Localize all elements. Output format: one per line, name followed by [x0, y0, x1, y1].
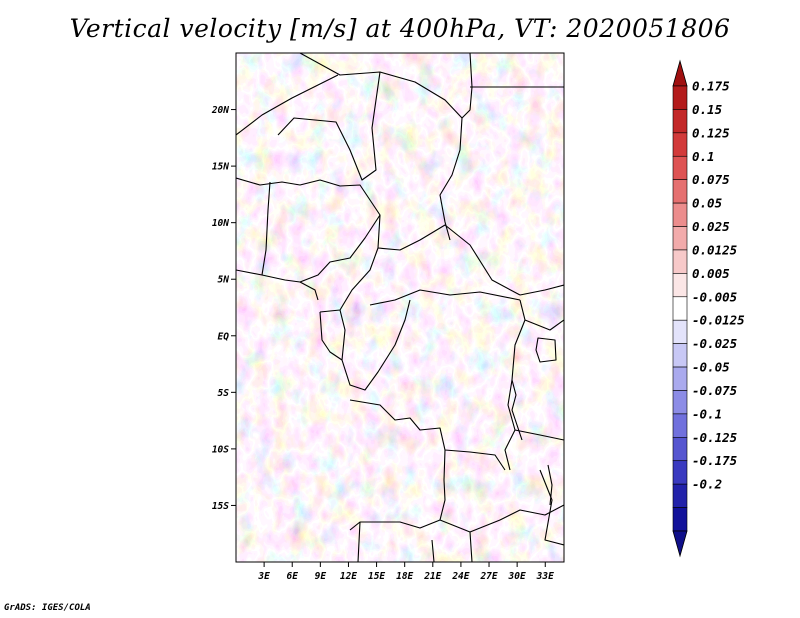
colorbar-over-triangle — [672, 59, 688, 87]
colorbar-swatch-11 — [672, 343, 688, 368]
coastline-gulf-of-guinea — [236, 269, 319, 301]
colorbar-swatch-13 — [672, 390, 688, 415]
colorbar-swatch-17 — [672, 483, 688, 508]
colorbar-swatch-3 — [672, 155, 688, 180]
colorbar-swatch-10 — [672, 319, 688, 344]
x-tick-label-4: 15E — [368, 571, 385, 582]
colorbar-swatch-14 — [672, 413, 688, 438]
border-car-drc — [369, 289, 521, 306]
colorbar-label-10: -0.0125 — [692, 313, 745, 328]
colorbar-label-3: 0.1 — [692, 149, 715, 164]
x-tick-label-8: 27E — [479, 571, 497, 582]
chart-title: Vertical velocity [m/s] at 400hPa, VT: 2… — [69, 14, 731, 43]
colorbar: 0.175 0.15 0.125 0.1 0.075 0.05 0.025 0.0125 0.0… — [672, 59, 745, 558]
colorbar-label-9: -0.005 — [692, 289, 738, 304]
colorbar-label-0: 0.175 — [692, 79, 730, 94]
border-cameroon — [319, 214, 381, 313]
border-algeria-niger — [236, 74, 339, 136]
colorbar-swatch-15 — [672, 437, 688, 462]
map-plot-area — [235, 52, 565, 563]
colorbar-swatch-2 — [672, 132, 688, 157]
colorbar-swatch-5 — [672, 202, 688, 227]
lake-malawi — [547, 464, 553, 506]
colorbar-label-5: 0.05 — [692, 196, 723, 211]
colorbar-label-16: -0.175 — [692, 453, 738, 468]
x-tick-label-0: 3E — [257, 571, 270, 582]
y-tick-label-2: 10N — [212, 218, 229, 229]
colorbar-swatch-16 — [672, 460, 688, 485]
border-car — [377, 224, 521, 296]
colorbar-label-12: -0.05 — [692, 360, 730, 375]
colorbar-swatch-18 — [672, 507, 688, 532]
border-congo — [339, 299, 411, 391]
colorbar-swatch-0 — [672, 85, 688, 110]
colorbar-label-7: 0.0125 — [692, 242, 738, 257]
border-zambia-south — [439, 504, 564, 533]
x-tick-label-9: 30E — [508, 571, 526, 582]
x-tick-label-3: 12E — [340, 571, 357, 582]
colorbar-swatch-4 — [672, 179, 688, 204]
colorbar-label-17: -0.2 — [692, 477, 722, 492]
colorbar-swatch-9 — [672, 296, 688, 321]
colorbar-label-11: -0.025 — [692, 336, 738, 351]
colorbar-label-1: 0.15 — [692, 102, 723, 117]
colorbar-label-15: -0.125 — [692, 430, 738, 445]
vertical-velocity-field — [236, 53, 564, 562]
country-borders — [236, 53, 564, 562]
x-tick-label-7: 24E — [451, 571, 469, 582]
y-tick-label-5: 5S — [218, 388, 230, 399]
colorbar-swatch-8 — [672, 273, 688, 298]
colorbar-swatch-7 — [672, 249, 688, 274]
border-gabon — [319, 311, 343, 361]
border-drc-east — [504, 299, 526, 471]
y-tick-label-4: EQ — [218, 331, 230, 342]
border-namibia-botswana — [357, 521, 473, 562]
border-angola-drc — [349, 399, 506, 471]
colorbar-label-4: 0.075 — [692, 172, 730, 187]
y-tick-label-7: 15S — [212, 501, 229, 512]
x-tick-label-6: 21E — [423, 571, 441, 582]
lake-victoria — [535, 337, 557, 363]
border-libya-egypt-chad — [299, 53, 473, 119]
border-nigeria — [236, 177, 381, 283]
x-axis: 3E 6E 9E 12E 15E 18E 21E 24E 27E 30E 33E — [257, 562, 554, 582]
x-tick-label-5: 18E — [396, 571, 413, 582]
border-benin-togo — [261, 181, 271, 276]
colorbar-label-2: 0.125 — [692, 125, 730, 140]
x-tick-label-1: 6E — [287, 571, 299, 582]
colorbar-swatch-1 — [672, 109, 688, 134]
y-tick-label-0: 20N — [211, 105, 229, 116]
colorbar-label-6: 0.025 — [692, 219, 730, 234]
border-east-africa — [514, 284, 564, 546]
colorbar-label-8: 0.005 — [692, 266, 730, 281]
colorbar-swatch-12 — [672, 366, 688, 391]
border-niger-mali — [277, 71, 381, 181]
grads-credit: GrADS: IGES/COLA — [4, 603, 91, 613]
border-angola-zambia — [349, 449, 446, 531]
colorbar-under-triangle — [672, 530, 688, 558]
map-frame — [235, 52, 565, 563]
colorbar-swatch-6 — [672, 226, 688, 251]
y-tick-label-6: 10S — [212, 444, 229, 455]
lake-tanganyika — [511, 379, 523, 441]
y-tick-label-1: 15N — [212, 162, 229, 173]
x-tick-label-2: 9E — [315, 571, 327, 582]
x-tick-label-10: 33E — [536, 571, 554, 582]
y-axis: 20N 15N 10N 5N EQ 5S 10S 15S — [211, 105, 236, 512]
colorbar-label-13: -0.075 — [692, 383, 738, 398]
y-tick-label-3: 5N — [218, 275, 230, 286]
colorbar-label-14: -0.1 — [692, 406, 722, 421]
